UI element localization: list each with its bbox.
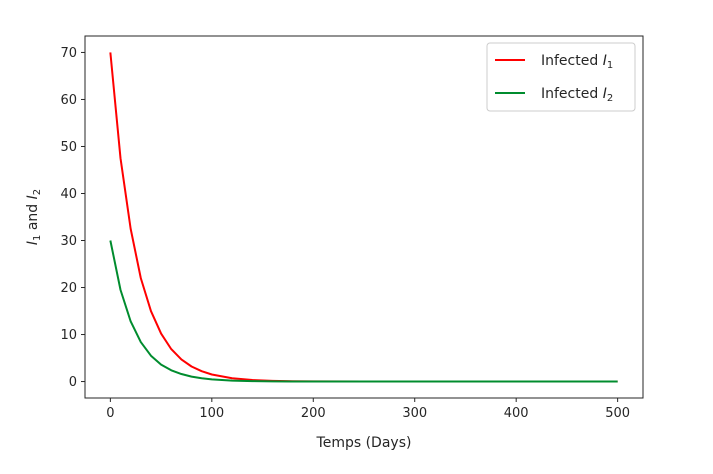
x-tick-label: 300 <box>402 406 427 421</box>
x-tick-label: 0 <box>106 406 114 421</box>
y-tick-label: 0 <box>69 375 77 390</box>
ticks-layer: 0 100 200 300 400 500 0 10 20 30 40 50 60 70 <box>60 46 630 421</box>
y-tick-label: 40 <box>60 187 77 202</box>
legend-label-1: Infected I1 <box>541 53 613 71</box>
x-tick-label: 500 <box>605 406 630 421</box>
y-axis-label: I1 and I2 <box>25 189 43 245</box>
plot-area-frame <box>84 35 644 399</box>
legend-label-2: Infected I2 <box>541 86 613 104</box>
series-layer <box>109 52 618 383</box>
x-tick-label: 200 <box>301 406 326 421</box>
y-tick-label: 30 <box>60 234 77 249</box>
y-tick-label: 20 <box>60 281 77 296</box>
legend: Infected I1 Infected I2 <box>486 42 636 112</box>
x-tick-label: 100 <box>199 406 224 421</box>
y-tick-label: 50 <box>60 140 77 155</box>
y-tick-label: 10 <box>60 328 77 343</box>
series-line-2 <box>109 240 618 383</box>
y-tick-label: 70 <box>60 46 77 61</box>
x-tick-label: 400 <box>504 406 529 421</box>
x-axis-label: Temps (Days) <box>316 435 412 451</box>
y-tick-label: 60 <box>60 93 77 108</box>
